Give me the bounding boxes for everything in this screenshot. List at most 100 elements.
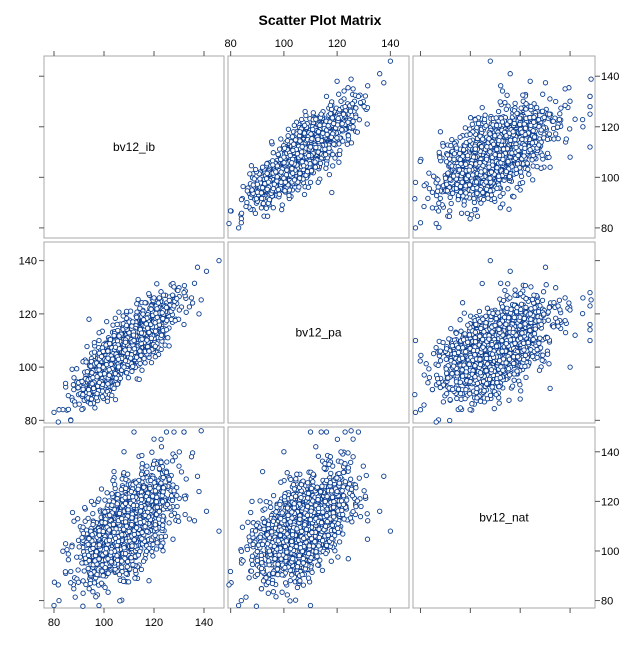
data-point: [340, 122, 344, 126]
data-point: [144, 322, 148, 326]
data-point: [145, 338, 149, 342]
data-point: [95, 375, 99, 379]
right-axis-r3-label-120: 120: [601, 496, 619, 508]
data-point: [303, 123, 307, 127]
data-point: [311, 127, 315, 131]
data-point: [241, 184, 245, 188]
data-point: [488, 176, 492, 180]
data-point: [291, 148, 295, 152]
data-point: [56, 420, 60, 424]
data-point: [319, 112, 323, 116]
data-point: [195, 265, 199, 269]
data-point: [564, 137, 568, 141]
data-point: [260, 196, 264, 200]
data-point: [494, 116, 498, 120]
data-point: [99, 354, 103, 358]
data-point: [290, 166, 294, 170]
data-point: [540, 153, 544, 157]
data-point: [558, 112, 562, 116]
right-axis-r1-label-80: 80: [601, 223, 613, 235]
data-point: [155, 282, 159, 286]
data-point: [482, 117, 486, 121]
data-point: [153, 329, 157, 333]
data-point: [146, 326, 150, 330]
data-point: [282, 146, 286, 150]
data-point: [77, 402, 81, 406]
data-point: [581, 125, 585, 129]
data-point: [448, 195, 452, 199]
data-point: [504, 169, 508, 173]
data-point: [285, 168, 289, 172]
data-point: [253, 167, 257, 171]
data-point: [356, 94, 360, 98]
data-point: [114, 376, 118, 380]
data-point: [253, 211, 257, 215]
data-point: [271, 186, 275, 190]
data-point: [125, 371, 129, 375]
data-point: [265, 162, 269, 166]
data-point: [311, 111, 315, 115]
data-point: [528, 79, 532, 83]
data-point: [459, 162, 463, 166]
data-point: [511, 130, 515, 134]
data-point: [506, 187, 510, 191]
data-point: [341, 139, 345, 143]
data-point: [518, 116, 522, 120]
data-point: [475, 191, 479, 195]
data-point: [286, 127, 290, 131]
data-point: [166, 336, 170, 340]
data-point: [76, 385, 80, 389]
data-point: [468, 217, 472, 221]
data-point: [467, 168, 471, 172]
data-point: [548, 97, 552, 101]
data-point: [164, 328, 168, 332]
data-point: [260, 186, 264, 190]
data-point: [251, 183, 255, 187]
data-point: [514, 167, 518, 171]
data-point: [126, 376, 130, 380]
data-point: [588, 104, 592, 108]
data-point: [341, 112, 345, 116]
data-point: [559, 106, 563, 110]
data-point: [518, 122, 522, 126]
data-point: [499, 84, 503, 88]
data-point: [464, 191, 468, 195]
data-point: [513, 137, 517, 141]
data-point: [501, 157, 505, 161]
data-point: [460, 180, 464, 184]
data-point: [139, 331, 143, 335]
data-point: [448, 209, 452, 213]
data-point: [303, 109, 307, 113]
data-point: [450, 137, 454, 141]
data-point: [527, 172, 531, 176]
data-point: [537, 143, 541, 147]
data-point: [324, 166, 328, 170]
data-point: [123, 340, 127, 344]
data-point: [495, 166, 499, 170]
data-point: [508, 72, 512, 76]
data-point: [462, 203, 466, 207]
data-point: [80, 379, 84, 383]
data-point: [451, 174, 455, 178]
data-point: [97, 364, 101, 368]
data-point: [503, 100, 507, 104]
data-point: [97, 368, 101, 372]
data-point: [265, 187, 269, 191]
data-point: [466, 153, 470, 157]
data-point: [106, 349, 110, 353]
data-point: [515, 111, 519, 115]
data-point: [93, 406, 97, 410]
top-axis-c2-label-100: 100: [275, 38, 293, 50]
data-point: [80, 407, 84, 411]
data-point: [434, 345, 438, 349]
data-point: [505, 93, 509, 97]
data-point: [292, 142, 296, 146]
data-point: [173, 318, 177, 322]
data-point: [88, 402, 92, 406]
data-point: [545, 137, 549, 141]
data-point: [524, 375, 528, 379]
data-point: [378, 72, 382, 76]
data-point: [472, 200, 476, 204]
data-point: [330, 190, 334, 194]
data-point: [436, 178, 440, 182]
